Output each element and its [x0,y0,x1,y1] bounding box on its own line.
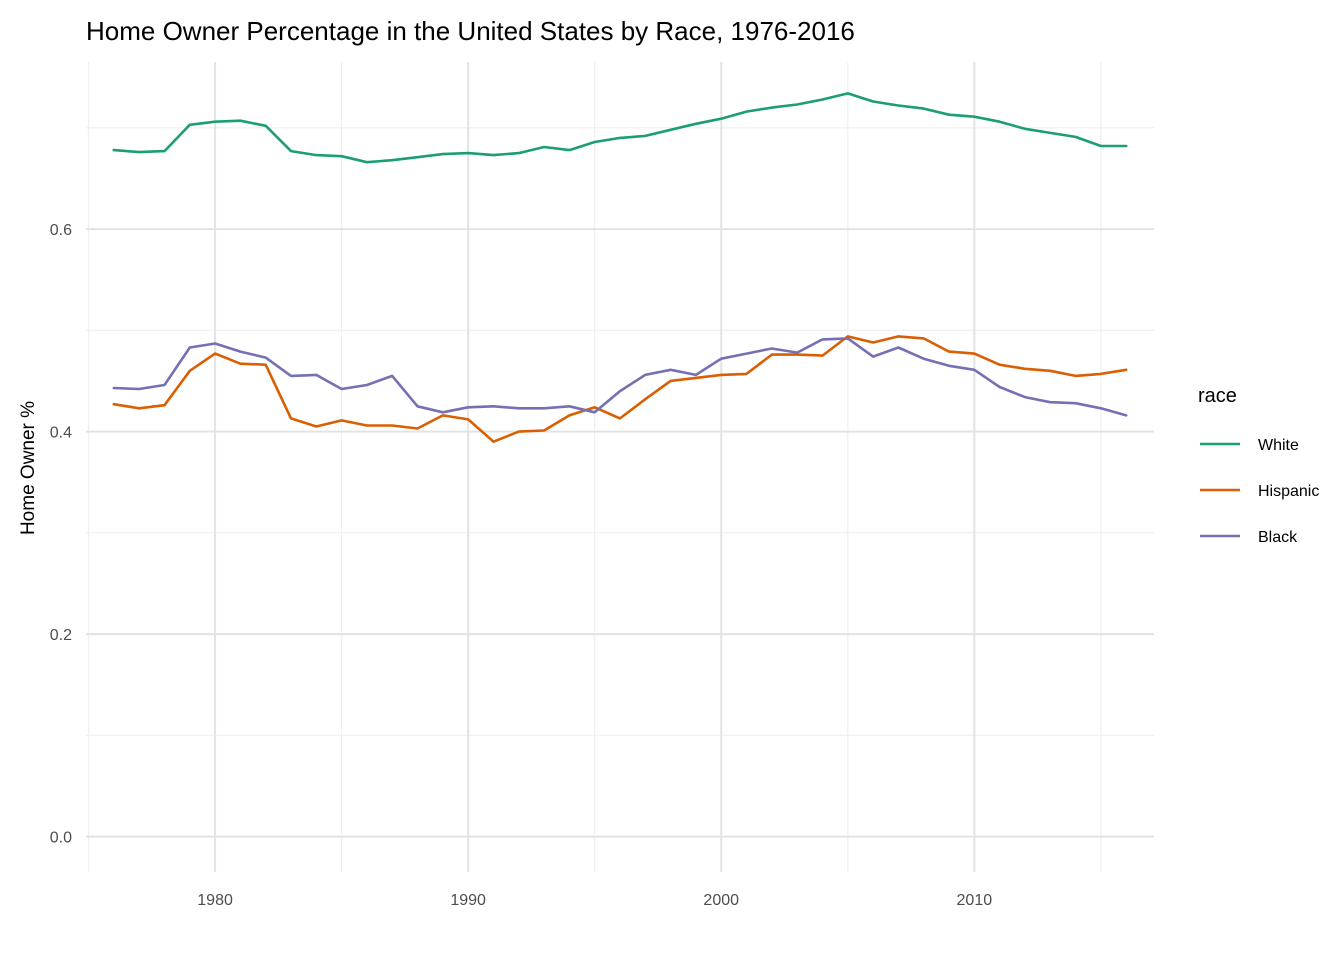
legend-label-hispanic: Hispanic [1258,483,1319,500]
y-axis-ticks: 0.0 0.2 0.4 0.6 [50,222,72,847]
x-tick-label: 2000 [703,892,739,909]
x-axis-ticks: 1980 1990 2000 2010 [197,892,992,909]
chart-title: Home Owner Percentage in the United Stat… [86,16,855,46]
legend-label-white: White [1258,437,1299,454]
series-line-black [112,337,1128,417]
legend: race White Hispanic Black [1198,385,1319,546]
legend-items: White Hispanic Black [1200,437,1319,546]
y-axis-title: Home Owner % [18,401,39,535]
series-line-hispanic [112,335,1128,444]
y-tick-label: 0.4 [50,425,72,442]
x-tick-label: 2010 [957,892,993,909]
y-tick-label: 0.0 [50,830,72,847]
legend-title: race [1198,385,1237,407]
series-line-white [112,92,1128,164]
legend-label-black: Black [1258,529,1298,546]
series-lines [112,92,1128,444]
x-tick-label: 1990 [450,892,486,909]
grid [86,62,1154,872]
y-tick-label: 0.6 [50,222,72,239]
x-tick-label: 1980 [197,892,233,909]
y-tick-label: 0.2 [50,627,72,644]
